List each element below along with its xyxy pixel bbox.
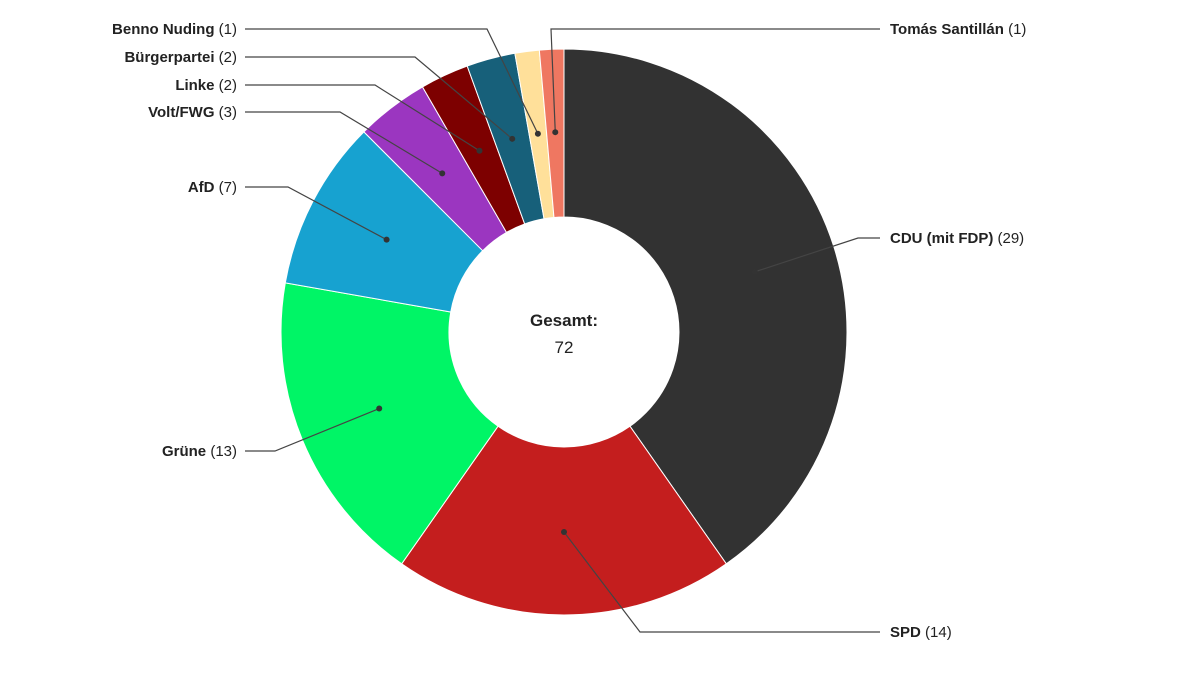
leader-line-3 [245,186,387,241]
slice-label-8: Tomás Santillán (1) [890,21,1026,38]
center-title: Gesamt: [530,311,598,330]
slice-label-4: Volt/FWG (3) [148,104,237,121]
leader-dot-7 [534,130,541,137]
leader-line-6 [245,56,513,140]
leader-dot-8 [552,129,559,136]
leader-line-2 [245,407,380,452]
slice-2[interactable] [280,282,499,565]
leader-dot-5 [476,147,483,154]
leader-dot-2 [376,405,383,412]
slice-label-6: Bürgerpartei (2) [124,49,237,66]
leader-dot-1 [561,529,567,535]
leader-line-4 [245,111,443,174]
leader-line-8 [550,28,880,133]
slice-label-0: CDU (mit FDP) (29) [890,230,1024,247]
slice-label-7: Benno Nuding (1) [112,21,237,38]
slice-label-3: AfD (7) [188,179,237,196]
slice-label-2: Grüne (13) [162,443,237,460]
slice-3[interactable] [284,131,484,313]
slice-1[interactable] [400,425,728,616]
center-value: 72 [555,338,574,357]
leader-dot-3 [383,236,390,243]
slice-label-1: SPD (14) [890,624,952,641]
leader-dot-6 [509,135,516,142]
slice-label-5: Linke (2) [175,77,237,94]
leader-line-7 [245,28,539,134]
leader-dot-4 [439,170,446,177]
slice-0[interactable] [563,48,848,565]
leader-line-5 [245,84,480,152]
slice-8[interactable] [538,48,565,218]
leader-line-0 [754,237,880,273]
leader-dot-0 [751,268,758,275]
leader-line-1 [563,531,880,633]
